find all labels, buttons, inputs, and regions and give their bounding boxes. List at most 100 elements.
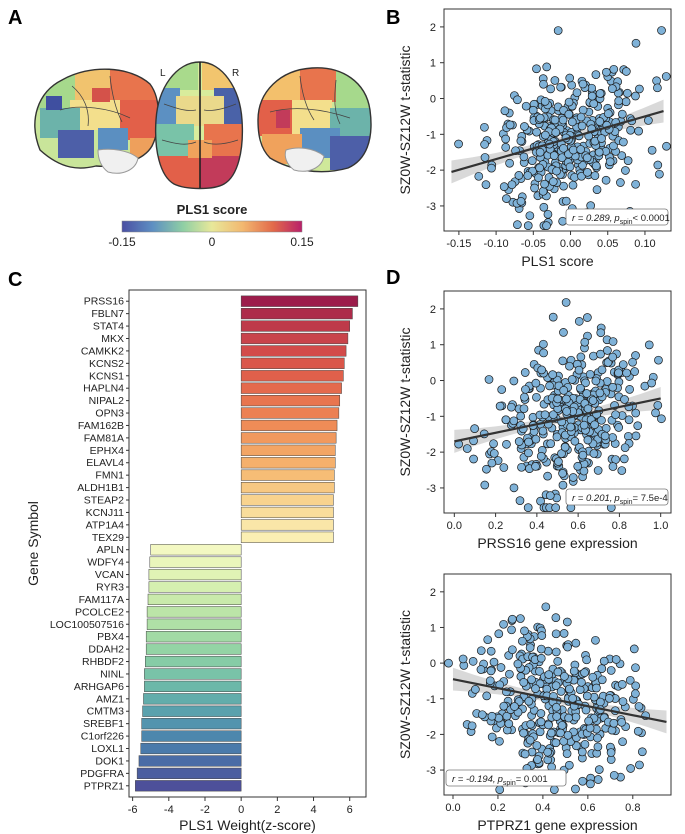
data-point <box>560 442 570 452</box>
bar <box>145 631 242 643</box>
data-point <box>524 448 533 458</box>
data-point <box>594 765 604 774</box>
gene-label: FMN1 <box>95 470 124 482</box>
data-point <box>631 681 641 691</box>
bar <box>240 481 335 494</box>
data-point <box>617 109 627 119</box>
data-point <box>556 82 565 92</box>
data-point <box>601 67 611 77</box>
bar <box>240 295 359 307</box>
data-point <box>577 747 587 757</box>
gene-label: TEX29 <box>92 532 124 544</box>
data-point <box>536 451 546 461</box>
data-point <box>540 179 549 189</box>
gene-label: AMZ1 <box>96 693 124 705</box>
x-tick-label: 0.0 <box>447 520 462 532</box>
data-point <box>567 375 577 384</box>
data-point <box>546 439 556 448</box>
data-point <box>621 166 630 175</box>
data-point <box>618 737 627 747</box>
panel-label-d: D <box>386 267 400 289</box>
data-point <box>509 376 519 386</box>
y-axis-title: SZ0W-SZ12W t-statistic <box>397 610 413 759</box>
data-point <box>608 337 618 346</box>
data-point <box>542 62 552 72</box>
data-point <box>533 755 542 764</box>
data-point <box>568 694 577 703</box>
gene-label: ARHGAP6 <box>74 681 124 693</box>
data-point <box>571 712 581 722</box>
data-point <box>578 776 587 786</box>
gene-label: KCNJ11 <box>86 507 124 519</box>
data-point <box>626 125 635 135</box>
data-point <box>626 764 635 773</box>
data-point <box>580 739 590 749</box>
data-point <box>502 194 511 203</box>
data-point <box>536 709 546 718</box>
data-point <box>554 457 563 466</box>
data-point <box>605 694 614 703</box>
bar <box>148 581 242 593</box>
data-point <box>595 117 605 126</box>
x-tick-label: 0.6 <box>570 520 585 532</box>
data-point <box>609 141 618 151</box>
gene-label: DOK1 <box>95 755 124 767</box>
data-point <box>485 676 495 686</box>
gene-label: HAPLN4 <box>83 383 124 395</box>
gene-label: MKX <box>101 333 124 345</box>
data-point <box>539 339 548 349</box>
x-tick-label: 0.8 <box>612 520 627 532</box>
data-point <box>631 38 641 48</box>
data-point <box>540 410 550 420</box>
panel-label-b: B <box>386 7 400 29</box>
data-point <box>513 659 523 669</box>
data-point <box>534 173 543 183</box>
data-point <box>486 646 496 656</box>
data-point <box>558 469 567 478</box>
data-point <box>591 161 601 171</box>
data-point <box>568 180 578 190</box>
x-tick-label: 0.10 <box>634 238 655 250</box>
data-point <box>495 736 504 746</box>
data-point <box>497 385 507 394</box>
data-point <box>548 177 558 187</box>
data-point <box>501 134 510 144</box>
data-point <box>521 385 530 394</box>
data-point <box>536 644 546 654</box>
data-point <box>487 732 497 742</box>
data-point <box>499 701 509 711</box>
data-point <box>486 666 496 676</box>
data-point <box>623 156 633 165</box>
data-point <box>487 711 497 721</box>
data-point <box>544 720 553 730</box>
x-tick-label: 0.2 <box>488 520 503 532</box>
data-point <box>599 656 609 666</box>
x-axis-title: PLS1 Weight(z-score) <box>179 817 316 833</box>
data-point <box>634 126 643 136</box>
data-point <box>506 402 516 412</box>
data-point <box>518 636 527 646</box>
hemisphere-right-label: R <box>232 68 239 79</box>
stats-box <box>565 208 669 226</box>
data-point <box>499 619 508 629</box>
data-point <box>469 454 478 464</box>
bar <box>148 568 242 581</box>
data-point <box>569 666 579 676</box>
data-point <box>501 142 511 152</box>
data-point <box>585 369 595 379</box>
data-point <box>565 162 575 172</box>
data-point <box>567 117 577 127</box>
data-point <box>513 95 522 105</box>
data-point <box>541 130 550 140</box>
bar <box>240 370 344 382</box>
data-point <box>606 666 616 675</box>
data-point <box>487 163 496 173</box>
data-point <box>591 70 601 79</box>
data-point <box>519 404 529 414</box>
data-point <box>505 669 514 679</box>
y-tick-label: -1 <box>426 694 436 706</box>
gene-label: APLN <box>97 544 124 556</box>
data-point <box>519 728 528 738</box>
gene-label: FAM162B <box>78 420 124 432</box>
data-point <box>539 79 548 89</box>
